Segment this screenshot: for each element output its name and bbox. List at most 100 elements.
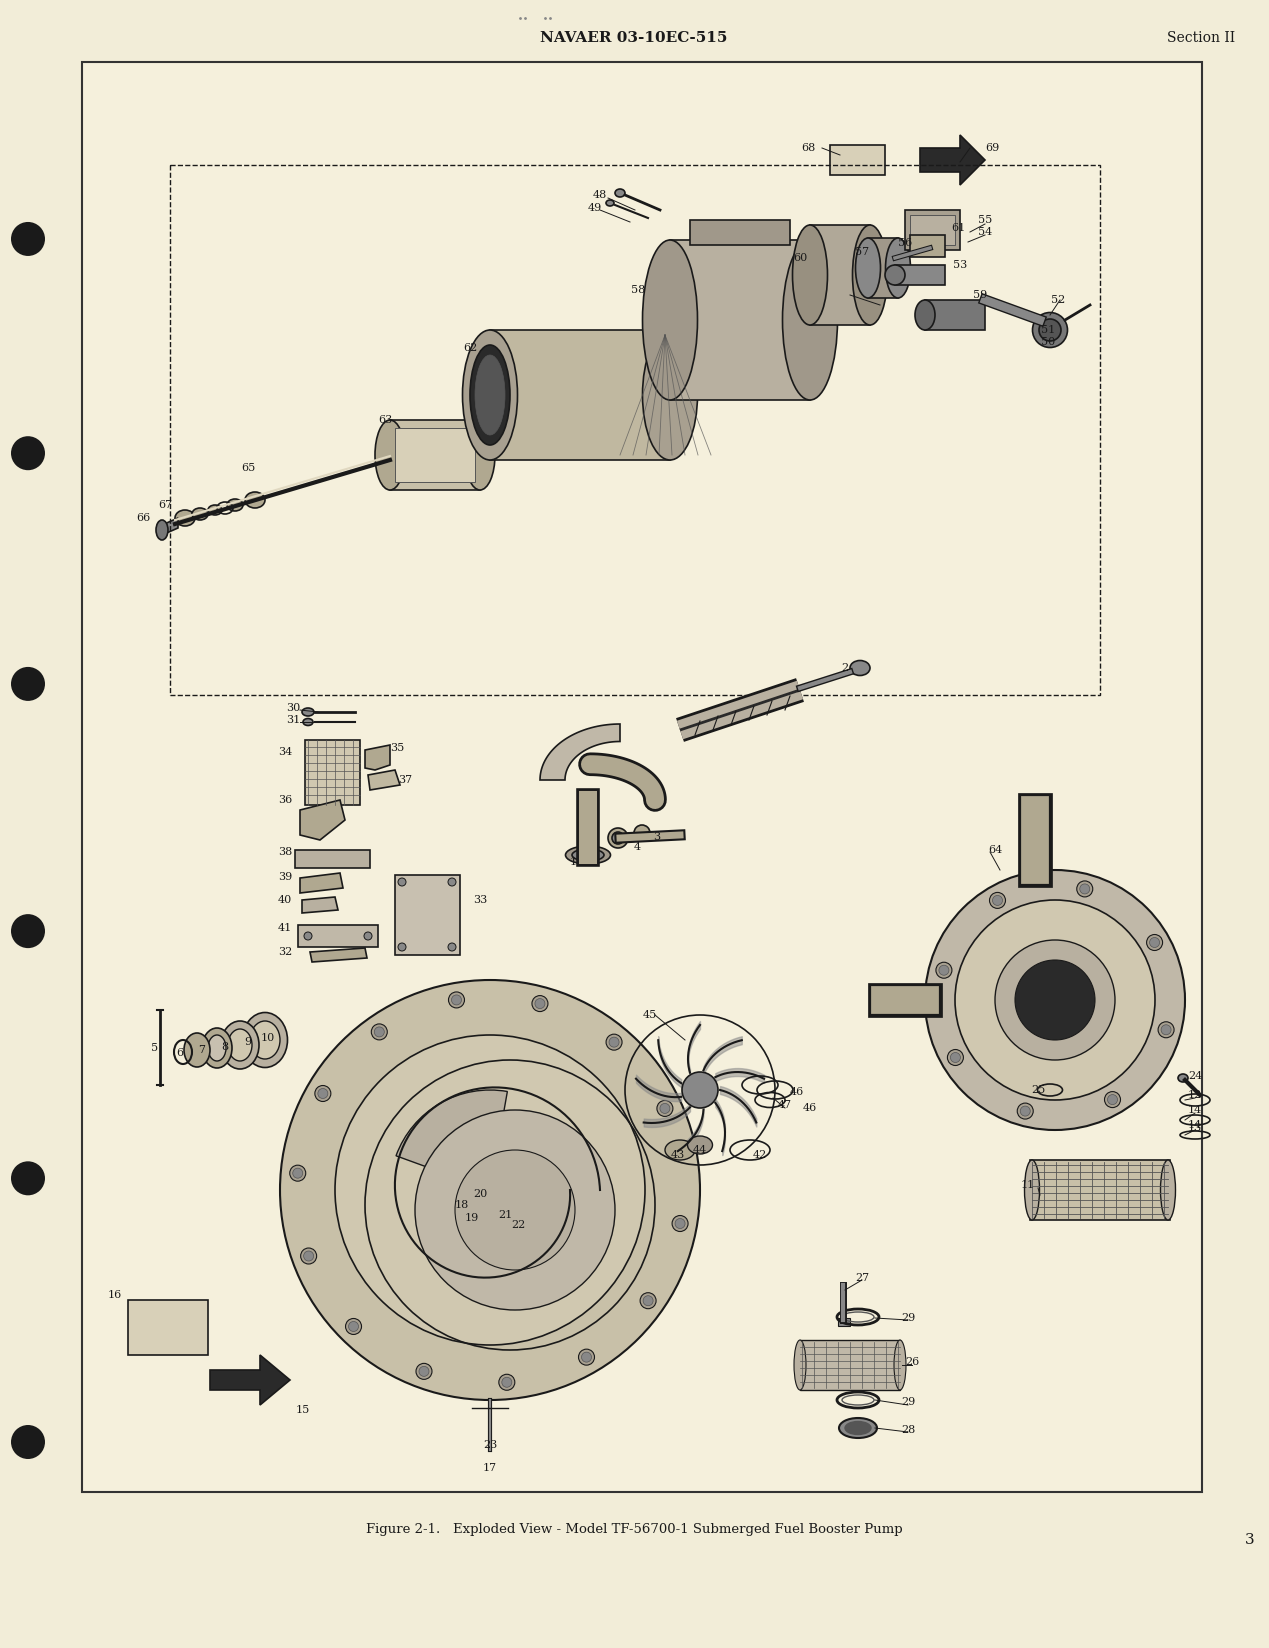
Text: 18: 18 bbox=[454, 1200, 470, 1210]
Ellipse shape bbox=[783, 241, 838, 400]
Text: 34: 34 bbox=[278, 747, 292, 756]
Circle shape bbox=[364, 933, 372, 939]
Circle shape bbox=[499, 1374, 515, 1391]
Text: 14: 14 bbox=[1188, 1106, 1202, 1116]
Text: 46: 46 bbox=[803, 1103, 817, 1112]
Bar bbox=[390, 420, 480, 489]
Text: 49: 49 bbox=[588, 203, 602, 213]
Text: 3: 3 bbox=[1245, 1533, 1255, 1547]
Circle shape bbox=[468, 1188, 482, 1201]
Ellipse shape bbox=[642, 241, 698, 400]
Ellipse shape bbox=[464, 420, 495, 489]
Text: 48: 48 bbox=[593, 190, 607, 199]
Ellipse shape bbox=[665, 1140, 695, 1160]
Text: 5: 5 bbox=[151, 1043, 159, 1053]
Bar bbox=[298, 925, 378, 948]
Text: 17: 17 bbox=[483, 1463, 497, 1473]
Text: 42: 42 bbox=[753, 1150, 768, 1160]
Ellipse shape bbox=[688, 1135, 712, 1154]
Bar bbox=[490, 330, 670, 460]
Text: 55: 55 bbox=[978, 214, 992, 226]
Text: 64: 64 bbox=[987, 845, 1003, 855]
Bar bbox=[1030, 1160, 1170, 1220]
Circle shape bbox=[1080, 883, 1090, 893]
Text: 38: 38 bbox=[278, 847, 292, 857]
Circle shape bbox=[461, 1201, 470, 1210]
Text: 47: 47 bbox=[778, 1099, 792, 1111]
Text: 62: 62 bbox=[463, 343, 477, 353]
Circle shape bbox=[345, 1318, 362, 1335]
Ellipse shape bbox=[1020, 804, 1049, 816]
Circle shape bbox=[1077, 882, 1093, 897]
Circle shape bbox=[374, 1027, 385, 1037]
Circle shape bbox=[607, 1035, 622, 1050]
Circle shape bbox=[937, 962, 952, 979]
Text: 9: 9 bbox=[245, 1037, 251, 1046]
Text: 27: 27 bbox=[855, 1272, 869, 1284]
Bar bbox=[838, 1318, 850, 1327]
Circle shape bbox=[301, 1248, 317, 1264]
Ellipse shape bbox=[1178, 1074, 1188, 1083]
Polygon shape bbox=[310, 948, 367, 962]
Text: 43: 43 bbox=[671, 1150, 685, 1160]
Bar bbox=[810, 226, 871, 325]
Ellipse shape bbox=[850, 661, 871, 676]
Circle shape bbox=[1159, 1022, 1174, 1038]
Ellipse shape bbox=[612, 832, 624, 844]
Polygon shape bbox=[299, 873, 343, 893]
Text: Section II: Section II bbox=[1167, 31, 1235, 44]
Circle shape bbox=[609, 1037, 619, 1046]
Wedge shape bbox=[396, 1089, 508, 1190]
Text: 45: 45 bbox=[643, 1010, 657, 1020]
Text: 61: 61 bbox=[950, 222, 966, 232]
Ellipse shape bbox=[250, 1022, 280, 1060]
Ellipse shape bbox=[1039, 320, 1061, 341]
Bar bbox=[395, 875, 459, 954]
Text: 41: 41 bbox=[278, 923, 292, 933]
Circle shape bbox=[995, 939, 1115, 1060]
Text: 67: 67 bbox=[157, 499, 173, 509]
Circle shape bbox=[305, 933, 312, 939]
Text: 23: 23 bbox=[483, 1440, 497, 1450]
Text: 32: 32 bbox=[278, 948, 292, 957]
Text: 52: 52 bbox=[1051, 295, 1065, 305]
Circle shape bbox=[948, 1050, 963, 1066]
Circle shape bbox=[1104, 1091, 1121, 1107]
Circle shape bbox=[990, 893, 1005, 908]
Polygon shape bbox=[299, 799, 345, 840]
Ellipse shape bbox=[915, 300, 935, 330]
Circle shape bbox=[416, 1363, 431, 1379]
Ellipse shape bbox=[228, 1028, 253, 1061]
Text: 63: 63 bbox=[378, 415, 392, 425]
Ellipse shape bbox=[302, 709, 313, 715]
Circle shape bbox=[939, 966, 949, 976]
Circle shape bbox=[536, 999, 544, 1009]
Circle shape bbox=[289, 1165, 306, 1182]
Circle shape bbox=[1108, 1094, 1118, 1104]
Polygon shape bbox=[368, 770, 400, 789]
Text: 35: 35 bbox=[390, 743, 404, 753]
Ellipse shape bbox=[855, 237, 881, 298]
Circle shape bbox=[317, 1088, 327, 1099]
Circle shape bbox=[456, 1150, 575, 1271]
Text: 68: 68 bbox=[801, 143, 815, 153]
Circle shape bbox=[473, 1208, 487, 1223]
Circle shape bbox=[11, 1426, 44, 1458]
Circle shape bbox=[675, 1218, 685, 1228]
Bar bbox=[925, 300, 985, 330]
Text: 11: 11 bbox=[1020, 1180, 1036, 1190]
Text: 33: 33 bbox=[473, 895, 487, 905]
Ellipse shape bbox=[1033, 313, 1067, 348]
Circle shape bbox=[643, 1295, 654, 1305]
Ellipse shape bbox=[462, 330, 518, 460]
Circle shape bbox=[1020, 1106, 1030, 1116]
Bar bbox=[905, 209, 961, 250]
Circle shape bbox=[448, 992, 464, 1009]
Text: 2: 2 bbox=[841, 662, 849, 672]
Ellipse shape bbox=[884, 265, 905, 285]
Circle shape bbox=[293, 1168, 303, 1178]
Text: Figure 2-1.   Exploded View - Model TF-56700-1 Submerged Fuel Booster Pump: Figure 2-1. Exploded View - Model TF-567… bbox=[365, 1523, 902, 1536]
Ellipse shape bbox=[227, 499, 242, 511]
Circle shape bbox=[1147, 934, 1162, 951]
Circle shape bbox=[471, 1192, 478, 1200]
